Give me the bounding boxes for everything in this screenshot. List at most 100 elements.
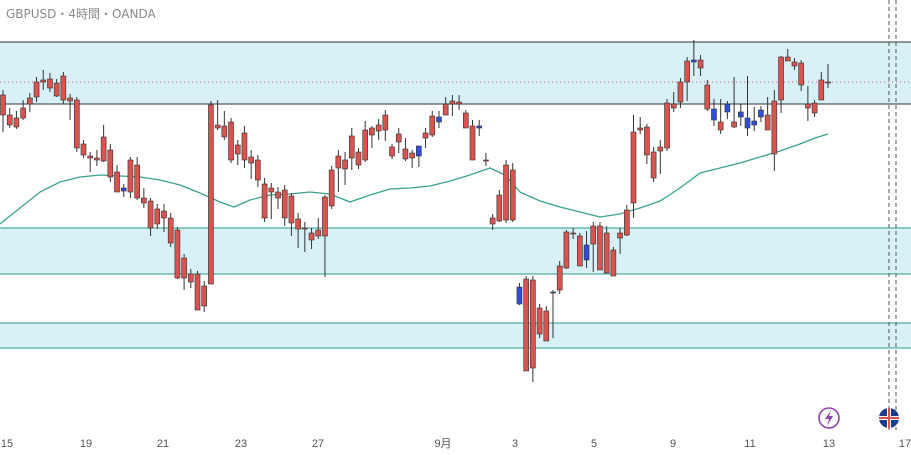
candle-body bbox=[295, 218, 301, 230]
candle-body bbox=[811, 102, 818, 114]
candle-body bbox=[550, 291, 556, 294]
candle-body bbox=[664, 102, 670, 149]
candle-body bbox=[328, 169, 335, 207]
candle-body bbox=[288, 195, 295, 224]
candle-body bbox=[570, 232, 576, 235]
candle-body bbox=[67, 97, 73, 102]
candle-body bbox=[617, 232, 623, 239]
candle-body bbox=[127, 159, 134, 193]
candle-body bbox=[47, 78, 53, 89]
x-tick-label: 9月 bbox=[434, 438, 451, 450]
candle-body bbox=[234, 144, 241, 155]
candle-body bbox=[784, 56, 791, 62]
candle-body bbox=[107, 149, 114, 178]
candle-body bbox=[53, 82, 60, 97]
candle-body bbox=[731, 121, 737, 128]
candle-body bbox=[744, 117, 751, 129]
candle-body bbox=[228, 121, 234, 161]
candle-body bbox=[416, 145, 422, 157]
candle-body bbox=[201, 285, 208, 307]
candle-body bbox=[798, 62, 804, 86]
candle-body bbox=[503, 164, 509, 221]
candle-body bbox=[114, 171, 120, 193]
candle-body bbox=[73, 99, 80, 149]
zone-band bbox=[0, 228, 911, 274]
candle-body bbox=[791, 61, 798, 67]
candle-body bbox=[758, 109, 764, 118]
candle-body bbox=[764, 114, 771, 131]
candle-body bbox=[597, 225, 603, 271]
candle-body bbox=[241, 132, 248, 161]
candle-body bbox=[650, 151, 657, 179]
x-tick-label: 5 bbox=[591, 438, 597, 450]
candle-body bbox=[248, 156, 254, 164]
candle-body bbox=[523, 278, 529, 372]
candle-body bbox=[463, 112, 469, 129]
candle-body bbox=[409, 152, 415, 159]
moving-average-line bbox=[0, 133, 829, 225]
candle-body bbox=[20, 107, 26, 119]
candle-body bbox=[536, 307, 543, 335]
candle-body bbox=[509, 169, 516, 221]
candle-body bbox=[469, 125, 476, 161]
candle-body bbox=[40, 79, 47, 83]
candle-body bbox=[704, 84, 711, 110]
candle-body bbox=[603, 232, 610, 274]
candle-body bbox=[778, 56, 784, 101]
x-tick-label: 3 bbox=[512, 438, 518, 450]
candle-body bbox=[436, 116, 442, 123]
candle-body bbox=[630, 131, 637, 204]
candle-body bbox=[100, 136, 107, 162]
candle-body bbox=[583, 244, 590, 261]
candle-body bbox=[315, 229, 322, 237]
candle-body bbox=[805, 103, 811, 109]
candle-body bbox=[449, 100, 456, 105]
candle-body bbox=[691, 59, 697, 63]
candle-body bbox=[489, 217, 496, 225]
candle-body bbox=[717, 121, 724, 131]
candle-body bbox=[456, 101, 462, 105]
zone-band bbox=[0, 323, 911, 348]
candle-body bbox=[268, 187, 275, 193]
candle-body bbox=[677, 81, 684, 103]
candle-body bbox=[33, 81, 40, 98]
zone-band bbox=[0, 42, 911, 104]
candle-body bbox=[181, 257, 187, 279]
candle-body bbox=[818, 79, 825, 101]
candle-body bbox=[644, 126, 650, 156]
candle-body bbox=[355, 151, 362, 166]
candle-body bbox=[275, 191, 281, 199]
candle-body bbox=[208, 104, 214, 285]
x-tick-label: 21 bbox=[157, 438, 169, 450]
candle-body bbox=[657, 146, 664, 152]
candle-body bbox=[563, 231, 570, 269]
candle-body bbox=[543, 310, 550, 342]
candle-body bbox=[147, 200, 154, 229]
candle-body bbox=[13, 117, 20, 128]
candle-body bbox=[395, 133, 402, 143]
candle-body bbox=[610, 249, 617, 277]
candle-body bbox=[476, 125, 483, 129]
candle-body bbox=[684, 60, 690, 83]
candle-body bbox=[188, 273, 194, 283]
candle-body bbox=[281, 189, 288, 219]
chart-title: GBPUSD・4時間・OANDA bbox=[6, 7, 156, 21]
candle-body bbox=[402, 148, 409, 160]
candle-body bbox=[825, 81, 831, 84]
candle-body bbox=[670, 103, 677, 109]
candle-body bbox=[751, 120, 758, 126]
candle-body bbox=[322, 196, 328, 237]
candle-body bbox=[6, 114, 13, 126]
candle-body bbox=[771, 100, 778, 155]
candle-body bbox=[194, 273, 201, 311]
candle-body bbox=[134, 164, 140, 199]
candle-body bbox=[382, 114, 389, 131]
candle-body bbox=[174, 229, 181, 279]
candle-body bbox=[724, 103, 731, 113]
candle-body bbox=[623, 209, 630, 236]
candle-body bbox=[348, 135, 355, 159]
candle-body bbox=[375, 124, 382, 132]
x-tick-label: 15 bbox=[1, 438, 13, 450]
